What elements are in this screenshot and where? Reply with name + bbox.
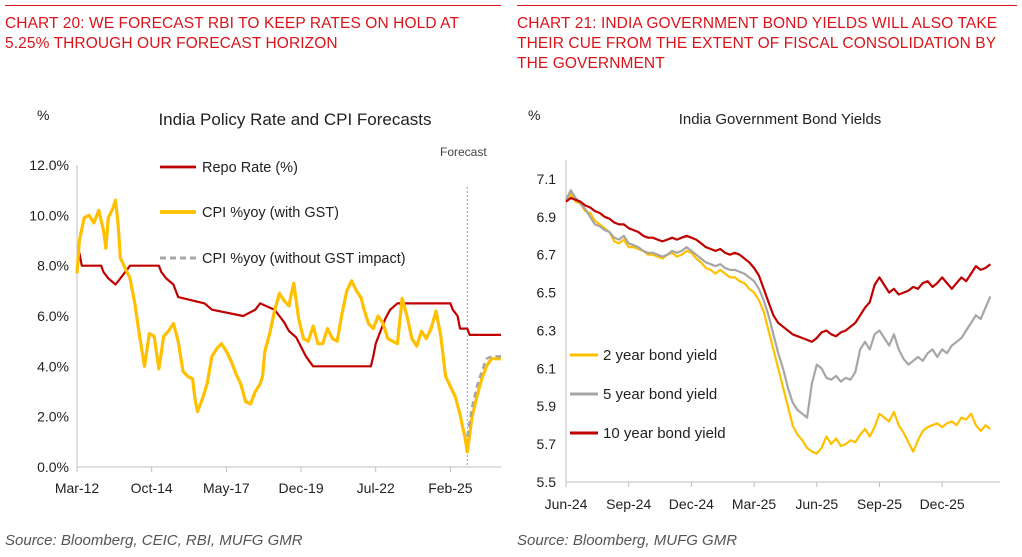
x-tick-label: Dec-24 (669, 496, 714, 512)
policy-rate-cpi-chart: India Policy Rate and CPI Forecasts% Fore… (29, 107, 501, 496)
legend-label: 2 year bond yield (603, 347, 717, 364)
y-tick-label: 4.0% (37, 358, 69, 374)
legend-label: CPI %yoy (without GST impact) (202, 251, 406, 267)
x-tick-label: Feb-25 (428, 480, 473, 496)
heading-rule (517, 5, 1017, 6)
heading-rule (5, 5, 501, 6)
chart-heading: CHART 21: INDIA GOVERNMENT BOND YIELDS W… (517, 15, 998, 72)
y-tick-label: 6.0% (37, 308, 69, 324)
x-tick-label: Sep-25 (857, 496, 902, 512)
x-tick-label: Jul-22 (357, 480, 395, 496)
y-tick-label: 12.0% (29, 157, 69, 173)
10y-yield-line (565, 196, 992, 343)
x-tick-label: Jun-25 (795, 496, 838, 512)
source-note: Source: Bloomberg, CEIC, RBI, MUFG GMR (5, 532, 303, 549)
forecast-label: Forecast (440, 145, 487, 159)
y-tick-label: 6.1 (537, 360, 557, 376)
unit-label: % (37, 107, 49, 123)
y-tick-label: 6.7 (537, 247, 557, 263)
x-tick-label: Mar-25 (732, 496, 777, 512)
y-tick-label: 6.9 (537, 209, 557, 225)
cpi-without-gst-line (466, 355, 501, 437)
x-tick-label: Dec-19 (278, 480, 323, 496)
y-tick-label: 10.0% (29, 207, 69, 223)
bond-yields-chart: India Government Bond Yields% 5.5 5.7 5.9 6.… (528, 107, 1000, 512)
x-tick-label: Jun-24 (545, 496, 588, 512)
cpi-with-gst-line (75, 198, 501, 454)
x-tick-label: Dec-25 (920, 496, 965, 512)
y-tick-label: 0.0% (37, 459, 69, 475)
y-tick-label: 5.5 (537, 474, 557, 490)
y-tick-label: 6.5 (537, 285, 557, 301)
left-chart-panel: CHART 20: WE FORECAST RBI TO KEEP RATES … (0, 0, 506, 557)
x-tick-label: Oct-14 (131, 480, 173, 496)
legend-label: 10 year bond yield (603, 425, 726, 442)
y-tick-label: 8.0% (37, 258, 69, 274)
unit-label: % (528, 107, 540, 123)
legend-label: Repo Rate (%) (202, 160, 298, 176)
chart-title: India Government Bond Yields (679, 111, 882, 128)
chart-heading: CHART 20: WE FORECAST RBI TO KEEP RATES … (5, 15, 459, 52)
y-tick-label: 5.9 (537, 398, 557, 414)
x-tick-label: Mar-12 (55, 480, 100, 496)
legend-label: 5 year bond yield (603, 386, 717, 403)
chart-title: India Policy Rate and CPI Forecasts (158, 110, 431, 129)
2y-yield-line (565, 193, 992, 455)
source-note: Source: Bloomberg, MUFG GMR (517, 532, 738, 549)
x-tick-label: Sep-24 (606, 496, 651, 512)
y-tick-label: 7.1 (537, 171, 557, 187)
y-tick-label: 2.0% (37, 409, 69, 425)
5y-yield-line (565, 189, 992, 419)
y-tick-label: 5.7 (537, 436, 557, 452)
legend-label: CPI %yoy (with GST) (202, 205, 339, 221)
right-chart-panel: CHART 21: INDIA GOVERNMENT BOND YIELDS W… (512, 0, 1022, 557)
x-tick-label: May-17 (203, 480, 250, 496)
y-tick-label: 6.3 (537, 322, 557, 338)
